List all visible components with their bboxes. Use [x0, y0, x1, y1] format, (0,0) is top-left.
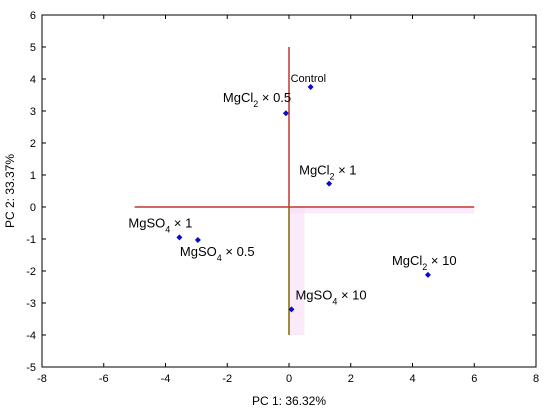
- point-label: MgCl2 × 1: [299, 163, 356, 182]
- y-tick-label: -2: [26, 266, 36, 278]
- y-axis-title: PC 2: 33.37%: [3, 154, 17, 228]
- label-suffix: × 10: [337, 287, 366, 302]
- point-label: MgSO4 × 0.5: [180, 244, 255, 263]
- point-label: MgCl2 × 0.5: [223, 90, 291, 109]
- reference-lines: [134, 47, 475, 335]
- x-tick-label: -2: [222, 373, 232, 385]
- y-tick-label: -1: [26, 234, 36, 246]
- shaded-region-right: [289, 207, 475, 214]
- x-tick-label: 8: [533, 373, 539, 385]
- x-tick-label: 0: [286, 373, 292, 385]
- y-tick-label: 4: [30, 74, 36, 86]
- axis-ticks: -8 -6 -4 -2 0 2 4 6 8 -5 -4 -3 -2 -1 0 1 2 3 4 5 6: [26, 10, 539, 385]
- shaded-region-lower: [289, 207, 305, 335]
- label-suffix: × 0.5: [222, 244, 255, 259]
- label-subscript: 4: [332, 296, 337, 306]
- label-base: MgSO: [295, 287, 332, 302]
- label-suffix: × 1: [334, 163, 356, 178]
- point-label: MgCl2 × 10: [392, 253, 457, 272]
- x-tick-label: -6: [99, 373, 109, 385]
- y-tick-label: 1: [30, 170, 36, 182]
- point-label: MgSO4 × 1: [128, 215, 192, 234]
- data-point: [194, 236, 201, 243]
- label-subscript: 4: [165, 224, 170, 234]
- label-base: MgCl: [223, 90, 253, 105]
- label-suffix: × 10: [427, 253, 456, 268]
- label-base: MgSO: [180, 244, 217, 259]
- x-tick-label: 2: [348, 373, 354, 385]
- label-subscript: 2: [253, 99, 258, 109]
- label-base: MgSO: [128, 215, 165, 230]
- label-subscript: 4: [217, 253, 222, 263]
- x-tick-label: -8: [37, 373, 47, 385]
- label-suffix: × 0.5: [258, 90, 291, 105]
- x-axis-title: PC 1: 36.32%: [252, 394, 326, 408]
- data-point: [288, 306, 295, 313]
- y-tick-label: -4: [26, 330, 36, 342]
- point-label: MgSO4 × 10: [295, 287, 366, 306]
- x-tick-label: 4: [409, 373, 415, 385]
- label-subscript: 2: [422, 262, 427, 272]
- label-subscript: 2: [329, 172, 334, 182]
- data-point: [326, 180, 333, 187]
- point-label: Control: [291, 73, 326, 85]
- label-suffix: × 1: [170, 215, 192, 230]
- y-tick-label: 5: [30, 42, 36, 54]
- shading-layer: [289, 207, 475, 335]
- y-tick-label: 6: [30, 10, 36, 22]
- y-tick-label: -5: [26, 362, 36, 374]
- data-points: [176, 84, 431, 313]
- data-point: [424, 271, 431, 278]
- y-tick-label: 0: [30, 202, 36, 214]
- x-tick-label: 6: [471, 373, 477, 385]
- data-point: [176, 234, 183, 241]
- data-point: [307, 84, 314, 90]
- x-tick-label: -4: [161, 373, 171, 385]
- y-tick-label: -3: [26, 298, 36, 310]
- y-tick-label: 3: [30, 106, 36, 118]
- data-point: [282, 110, 289, 117]
- label-base: MgCl: [392, 253, 422, 268]
- y-tick-label: 2: [30, 138, 36, 150]
- label-base: MgCl: [299, 163, 329, 178]
